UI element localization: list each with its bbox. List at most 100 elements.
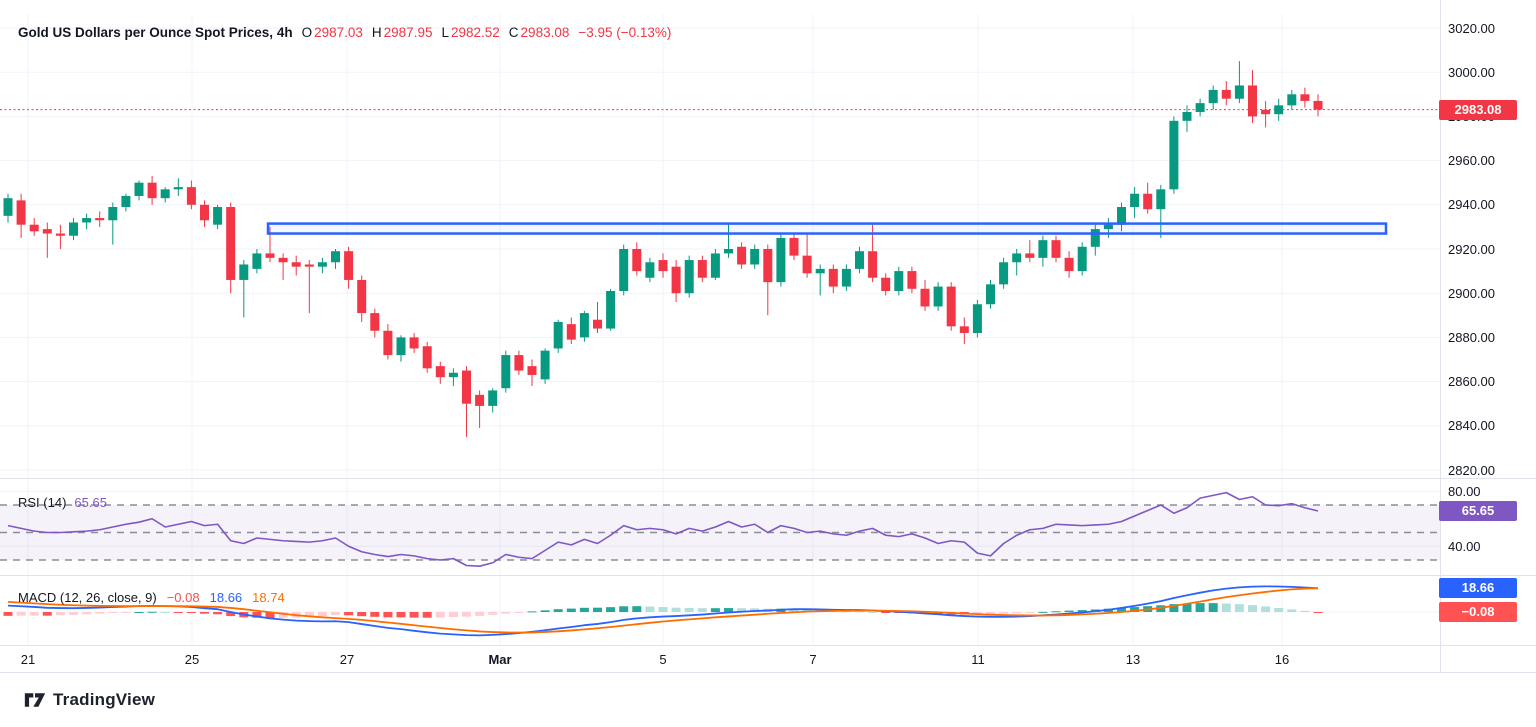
candle-body — [881, 277, 891, 291]
macd-hist-bar — [684, 607, 694, 612]
candle-body — [593, 319, 602, 329]
macd-hist-bar — [69, 612, 78, 615]
candle-body — [42, 229, 52, 234]
candle-body — [200, 204, 209, 221]
macd-hist-bar — [999, 612, 1009, 614]
candle-body — [841, 268, 851, 287]
macd-hist-bar — [855, 611, 864, 613]
time-tick-label: 21 — [20, 652, 36, 667]
macd-hist-value: −0.08 — [166, 590, 200, 605]
macd-hist-bar — [1261, 606, 1271, 612]
candle-body — [501, 355, 511, 389]
candle-body — [29, 224, 39, 232]
ohlc-low: L 2982.52 — [441, 25, 500, 40]
candle-body — [1130, 193, 1140, 208]
candle-body — [1077, 246, 1087, 272]
price-tick-label: 2920.00 — [1448, 241, 1495, 257]
candle-body — [278, 257, 288, 263]
candle-body — [724, 249, 733, 254]
time-tick-label: 25 — [184, 652, 200, 667]
macd-hist-bar — [868, 611, 878, 613]
macd-hist-bar — [972, 612, 982, 615]
macd-hist-bar — [3, 612, 13, 616]
rsi-tick-label: 80.00 — [1448, 483, 1481, 499]
macd-hist-bar — [881, 612, 891, 613]
candle-body — [462, 370, 471, 404]
macd-signal-value: 18.74 — [252, 590, 285, 605]
candle-body — [566, 324, 576, 340]
candle-body — [737, 246, 747, 265]
macd-title: MACD (12, 26, close, 9) — [18, 590, 157, 605]
candle-body — [684, 260, 694, 294]
macd-hist-bar — [593, 607, 602, 612]
candle-body — [658, 260, 668, 272]
candle-body — [1234, 85, 1244, 99]
macd-hist-bar — [1248, 605, 1257, 612]
candle-body — [1248, 85, 1257, 117]
candle-body — [632, 249, 642, 272]
candle-body — [855, 251, 864, 269]
macd-hist-bar — [475, 612, 485, 616]
macd-hist-bar — [658, 607, 668, 612]
candle-body — [710, 253, 720, 278]
price-tick-label: 3000.00 — [1448, 64, 1495, 80]
macd-hist-bar — [1025, 612, 1035, 613]
macd-hist-bar — [1038, 611, 1048, 613]
candle-body — [789, 237, 799, 256]
macd-hist-bar — [108, 612, 118, 613]
macd-hist-bar — [1051, 611, 1061, 613]
candle-body — [55, 233, 65, 236]
macd-legend[interactable]: MACD (12, 26, close, 9) −0.08 18.66 18.74 — [18, 590, 285, 606]
ohlc-close: C 2983.08 — [508, 25, 570, 40]
candle-body — [671, 266, 681, 294]
macd-hist-bar — [383, 612, 393, 618]
macd-hist-bar — [331, 612, 340, 616]
macd-hist-bar — [710, 608, 720, 612]
candle-body — [527, 366, 537, 375]
macd-hist-bar — [1274, 607, 1284, 612]
candle-body — [488, 390, 498, 406]
macd-value-badge: 18.66 — [1439, 578, 1517, 599]
candle-body — [121, 195, 131, 208]
macd-hist-bar — [147, 611, 157, 613]
candle-body — [1287, 94, 1297, 106]
macd-hist-bar — [396, 612, 406, 618]
macd-hist-bar — [724, 608, 733, 612]
macd-hist-bar — [1221, 603, 1231, 612]
time-tick-label: 13 — [1125, 652, 1141, 667]
macd-hist-badge: −0.08 — [1439, 602, 1517, 623]
macd-hist-bar — [265, 612, 275, 619]
macd-hist-bar — [501, 612, 511, 614]
candle-body — [579, 313, 589, 338]
candle-body — [697, 260, 707, 278]
tradingview-icon — [24, 693, 46, 707]
macd-hist-bar — [344, 612, 354, 616]
tradingview-logo[interactable]: TradingView — [24, 690, 155, 710]
candle-body — [95, 218, 105, 221]
price-tick-label: 2940.00 — [1448, 197, 1495, 213]
candle-body — [422, 346, 432, 369]
symbol-title[interactable]: Gold US Dollars per Ounce Spot Prices, 4… — [18, 25, 293, 40]
time-axis[interactable]: 21 25 27 Mar 5 7 11 13 16 — [0, 645, 1536, 672]
macd-hist-bar — [1117, 607, 1126, 612]
candle-body — [3, 198, 13, 216]
candle-body — [1064, 257, 1074, 272]
candle-body — [1169, 120, 1179, 190]
macd-hist-bar — [737, 608, 747, 612]
macd-hist-bar — [160, 612, 170, 613]
candle-body — [1038, 240, 1048, 258]
rsi-legend[interactable]: RSI (14) 65.65 — [18, 495, 107, 511]
time-tick-label: 5 — [659, 652, 667, 667]
candle-body — [645, 262, 655, 278]
candle-body — [475, 394, 485, 406]
macd-hist-bar — [514, 612, 524, 613]
resistance-zone — [266, 222, 1388, 235]
candle-body — [606, 290, 616, 329]
macd-hist-bar — [304, 612, 314, 617]
main-legend[interactable]: Gold US Dollars per Ounce Spot Prices, 4… — [18, 25, 671, 41]
candle-body — [1300, 94, 1310, 101]
candle-body — [1221, 89, 1231, 99]
ohlc-open: O 2987.03 — [301, 25, 363, 40]
macd-hist-bar — [841, 611, 851, 613]
